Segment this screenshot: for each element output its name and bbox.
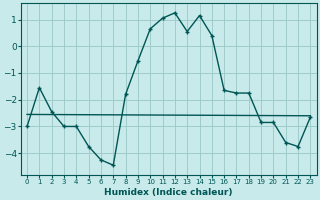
X-axis label: Humidex (Indice chaleur): Humidex (Indice chaleur) bbox=[104, 188, 233, 197]
